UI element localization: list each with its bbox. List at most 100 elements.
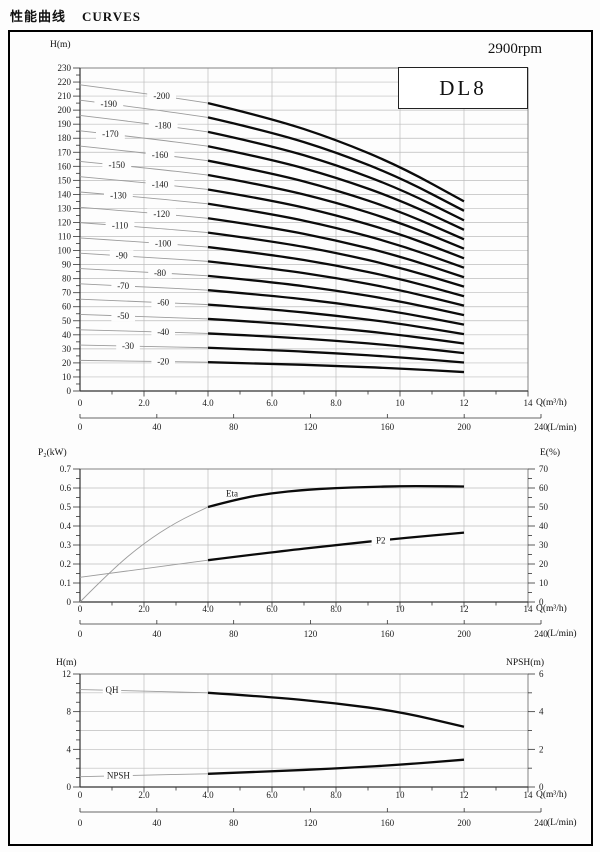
c2-ylabel-left: P₂(kW) — [38, 448, 67, 458]
chart-frame — [8, 30, 593, 846]
p2-curve-thin — [79, 559, 209, 578]
y-tick-label: 210 — [58, 91, 72, 101]
curve--130 — [207, 202, 465, 269]
y-tick-label: 50 — [62, 316, 72, 326]
p2-tick-label: 0.7 — [60, 464, 72, 474]
x-tick-label: 6.0 — [266, 398, 278, 408]
lmin-tick-label: 200 — [457, 818, 471, 828]
y-tick-label: 120 — [58, 217, 72, 227]
lmin-tick-label: 80 — [229, 422, 239, 432]
lmin-tick-label: 0 — [78, 629, 83, 639]
x-tick-label: 10 — [396, 398, 406, 408]
c1-lmin-unit: (L/min) — [547, 423, 577, 433]
curve--170 — [207, 145, 465, 231]
y-tick-label: 70 — [62, 288, 72, 298]
x-tick-label: 8.0 — [330, 604, 342, 614]
qh-curve — [207, 691, 465, 728]
y-tick-label: 220 — [58, 77, 72, 87]
y-tick-label: 40 — [62, 330, 72, 340]
eff-tick-label: 30 — [539, 540, 549, 550]
lmin-tick-label: 80 — [229, 818, 239, 828]
curve--190 — [207, 116, 465, 212]
curve--150 — [207, 173, 465, 250]
y-tick-label: 10 — [62, 372, 72, 382]
lmin-tick-label: 240 — [534, 629, 548, 639]
qh-label: QH — [106, 685, 119, 695]
curve--200 — [207, 101, 465, 203]
npsh-tick-label: 0 — [539, 782, 544, 792]
curve--50-thin — [79, 314, 209, 320]
y-tick-label: 30 — [62, 344, 72, 354]
x-tick-label: 6.0 — [266, 604, 278, 614]
x-tick-label: 12 — [460, 604, 469, 614]
y-tick-label: 190 — [58, 119, 72, 129]
curve-label--170: -170 — [102, 129, 119, 139]
y-tick-label: 180 — [58, 133, 72, 143]
x-tick-label: 14 — [524, 604, 534, 614]
x-tick-label: 8.0 — [330, 790, 342, 800]
y-tick-label: 160 — [58, 161, 72, 171]
c2-lmin-unit: (L/min) — [547, 629, 577, 639]
curve-label--200: -200 — [153, 91, 170, 101]
y-tick-label: 130 — [58, 203, 72, 213]
x-tick-label: 0 — [78, 604, 83, 614]
lmin-tick-label: 200 — [457, 422, 471, 432]
lmin-tick-label: 40 — [152, 629, 162, 639]
y-tick-label: 0 — [67, 386, 72, 396]
h-tick-label: 12 — [62, 669, 71, 679]
x-tick-label: 6.0 — [266, 790, 278, 800]
lmin-tick-label: 120 — [304, 818, 318, 828]
curve-label--30: -30 — [122, 341, 134, 351]
y-tick-label: 140 — [58, 189, 72, 199]
curve-label--70: -70 — [117, 281, 129, 291]
c3-ylabel-right: NPSH(m) — [506, 658, 545, 668]
x-tick-label: 14 — [524, 790, 534, 800]
curve--70-thin — [79, 283, 209, 291]
p2-tick-label: 0.2 — [60, 559, 71, 569]
npsh-tick-label: 6 — [539, 669, 544, 679]
speed-label: 2900rpm — [487, 41, 542, 57]
curve-label--50: -50 — [117, 311, 129, 321]
eff-tick-label: 10 — [539, 578, 549, 588]
x-tick-label: 2.0 — [138, 790, 150, 800]
qh-curve-thin — [79, 689, 209, 694]
y-tick-label: 230 — [58, 63, 72, 73]
lmin-tick-label: 160 — [381, 818, 395, 828]
lmin-tick-label: 200 — [457, 629, 471, 639]
curve--60 — [207, 303, 465, 336]
curve-label--140: -140 — [152, 179, 169, 189]
x-tick-label: 2.0 — [138, 398, 150, 408]
p2-tick-label: 0.6 — [60, 483, 72, 493]
curve-label--160: -160 — [152, 150, 169, 160]
lmin-tick-label: 120 — [304, 422, 318, 432]
power-efficiency-chart: 0 00.1 100.2 200.3 300.4 400.5 500.6 600.7 70Eta… — [60, 464, 549, 639]
eta-label: Eta — [226, 489, 238, 499]
y-tick-label: 110 — [58, 232, 72, 242]
curve--50 — [207, 317, 465, 345]
curve-label--20: -20 — [157, 357, 169, 367]
y-tick-label: 170 — [58, 147, 72, 157]
x-tick-label: 8.0 — [330, 398, 342, 408]
curve-label--120: -120 — [153, 209, 170, 219]
c3-ylabel-left: H(m) — [56, 658, 77, 668]
npsh-tick-label: 2 — [539, 744, 544, 754]
y-tick-label: 20 — [62, 358, 72, 368]
model-label: DL8 — [439, 75, 487, 100]
curve--130-thin — [79, 191, 209, 205]
curve--160-thin — [79, 145, 209, 162]
curve--150-thin — [79, 160, 209, 176]
p2-curve — [207, 531, 465, 562]
title-english: CURVES — [82, 9, 142, 24]
curve--80 — [207, 274, 465, 317]
p2-tick-label: 0.5 — [60, 502, 72, 512]
curve--100 — [207, 245, 465, 298]
x-tick-label: 4.0 — [202, 790, 214, 800]
c1-ylabel: H(m) — [50, 40, 71, 50]
page-title: 性能曲线 CURVES — [10, 6, 141, 25]
curve--160 — [207, 159, 465, 241]
x-tick-label: 14 — [524, 398, 534, 408]
curve-label--150: -150 — [109, 160, 126, 170]
lmin-tick-label: 40 — [152, 422, 162, 432]
eff-tick-label: 0 — [539, 597, 544, 607]
lmin-tick-label: 240 — [534, 422, 548, 432]
